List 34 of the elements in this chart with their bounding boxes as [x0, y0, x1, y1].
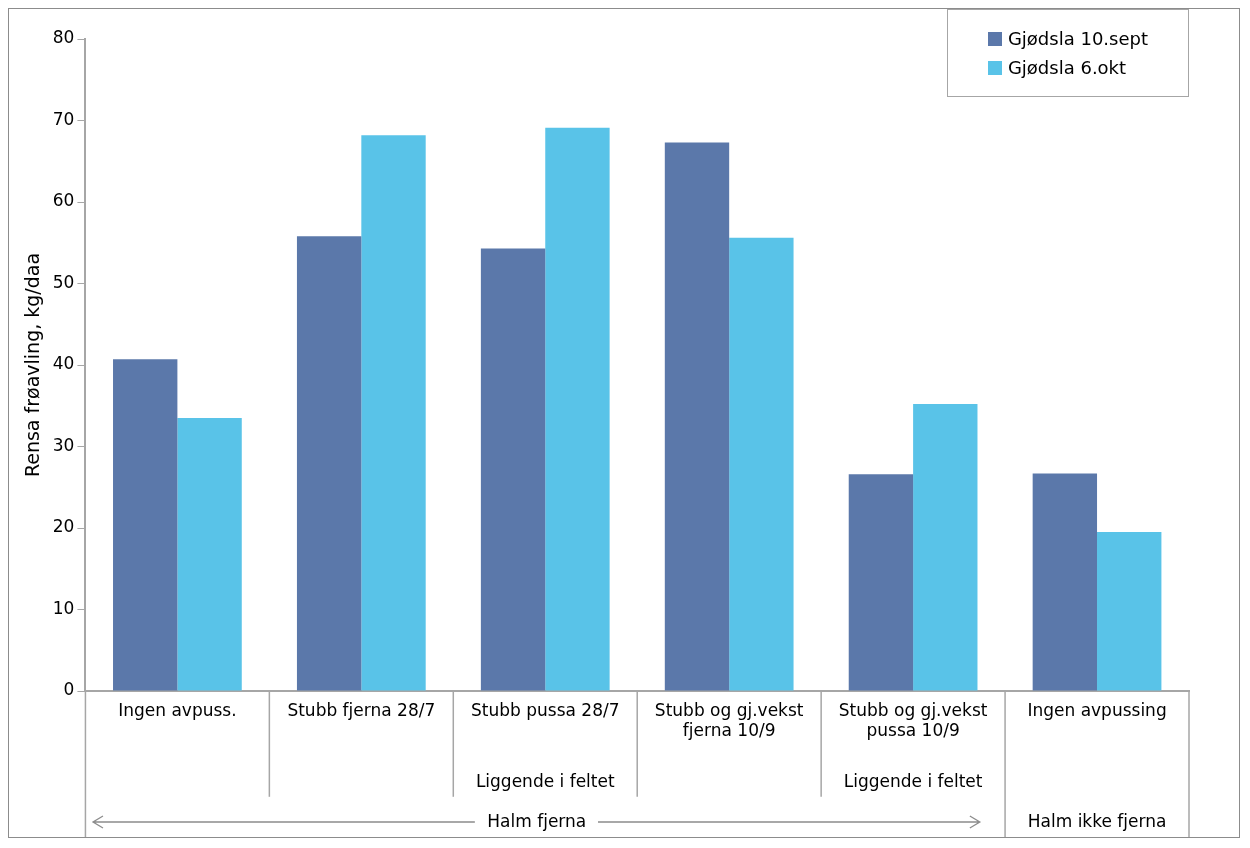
x-tick-label: Stubb pussa 28/7 — [471, 699, 620, 720]
y-tick-label: 60 — [52, 190, 75, 211]
bar — [177, 417, 242, 691]
legend-label: Gjødsla 6.okt — [1007, 57, 1127, 78]
bar — [848, 474, 914, 691]
y-tick-label: 80 — [52, 27, 75, 48]
y-tick-label: 70 — [52, 108, 75, 129]
y-tick-label: 30 — [52, 434, 75, 455]
x-tick-label: Stubb fjerna 28/7 — [287, 699, 436, 720]
legend-label: Gjødsla 10.sept — [1007, 28, 1148, 49]
bar — [1097, 532, 1162, 691]
bar — [361, 135, 426, 691]
y-tick-label: 10 — [52, 597, 75, 618]
text: Liggende i feltet — [475, 771, 615, 792]
bar — [664, 142, 730, 691]
text: Halm fjerna — [487, 810, 587, 831]
bar — [296, 236, 362, 691]
x-tick-label: Ingen avpuss. — [118, 699, 237, 720]
bar — [913, 404, 978, 691]
bar — [1032, 473, 1098, 691]
x-tick-label: Stubb og gj.vekst pussa 10/9 — [838, 699, 988, 741]
bar — [480, 248, 546, 691]
y-axis-title: Rensa frøavling, kg/daa — [21, 252, 44, 478]
x-tick-label: Stubb og gj.vekst fjerna 10/9 — [654, 699, 804, 741]
x-tick-label: Ingen avpussing — [1027, 699, 1167, 720]
text: Liggende i feltet — [843, 771, 983, 792]
bar — [113, 359, 178, 691]
y-tick-label: 50 — [52, 271, 75, 292]
y-tick-label: 20 — [52, 516, 75, 537]
y-tick-label: 40 — [52, 353, 75, 374]
text: Halm ikke fjerna — [1027, 810, 1167, 831]
bar — [729, 237, 794, 691]
y-tick-label: 0 — [63, 679, 75, 700]
bar — [545, 127, 610, 691]
